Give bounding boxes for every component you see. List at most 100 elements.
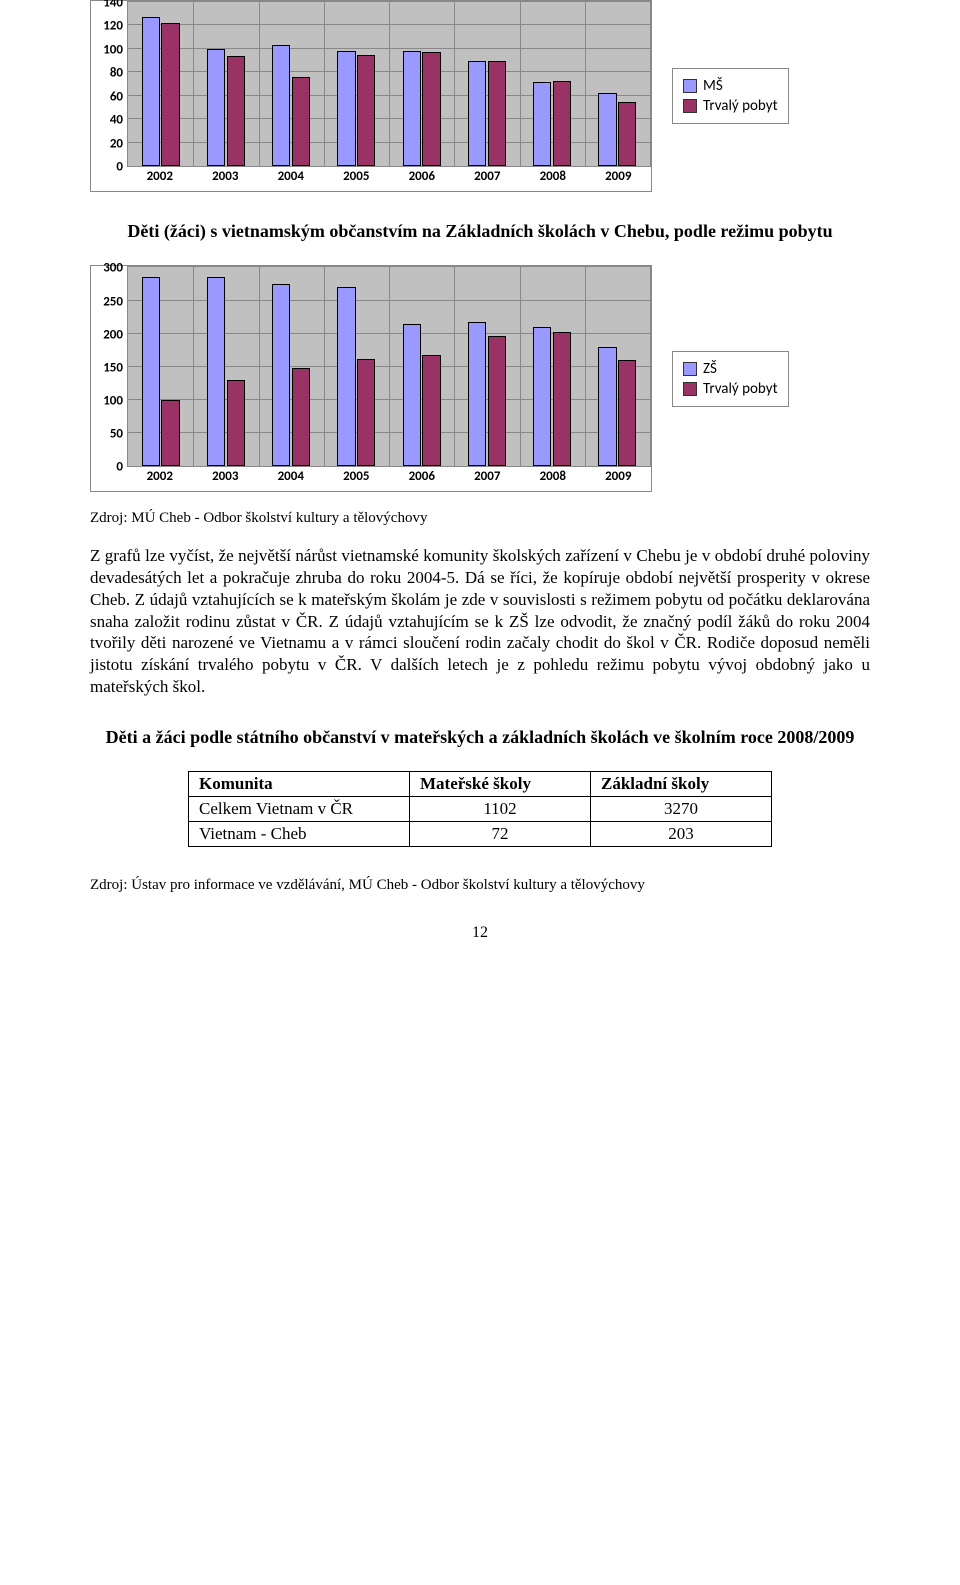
legend-entry: ZŠ [683,360,778,378]
y-tick-label: 250 [91,294,123,309]
y-tick-label: 50 [91,427,123,442]
bar [618,360,636,466]
chart-2-row: 0501001502002503002002200320042005200620… [90,265,870,492]
x-tick-label: 2003 [212,169,238,184]
legend-entry: MŠ [683,77,778,95]
bar [337,287,355,466]
legend-swatch [683,382,697,396]
table-row: Celkem Vietnam v ČR11023270 [189,797,772,822]
bar [533,327,551,466]
x-tick-label: 2002 [147,169,173,184]
bar [161,400,179,466]
y-tick-label: 200 [91,327,123,342]
chart-2: 0501001502002503002002200320042005200620… [90,265,652,492]
bar [533,82,551,166]
y-tick-label: 120 [91,19,123,34]
table-cell: Celkem Vietnam v ČR [189,797,410,822]
bar [207,49,225,166]
bar [488,61,506,166]
bar [598,93,616,166]
x-tick-label: 2004 [278,169,304,184]
y-tick-label: 100 [91,42,123,57]
bar [292,77,310,166]
bar [488,336,506,467]
bar [161,23,179,166]
citizenship-table: KomunitaMateřské školyZákladní školyCelk… [188,771,772,847]
x-tick-label: 2003 [212,469,238,484]
bar [357,55,375,166]
x-tick-label: 2009 [605,169,631,184]
legend-swatch [683,79,697,93]
bar [468,322,486,467]
bar [553,332,571,466]
bar [618,102,636,166]
y-tick-label: 60 [91,89,123,104]
x-tick-label: 2008 [540,169,566,184]
source-line-1: Zdroj: MÚ Cheb - Odbor školství kultury … [90,510,870,527]
bar [337,51,355,166]
legend-swatch [683,99,697,113]
x-tick-label: 2002 [147,469,173,484]
legend-label: MŠ [703,77,723,95]
table-header-cell: Základní školy [591,772,772,797]
bar [292,368,310,466]
table-cell: 72 [410,822,591,847]
x-tick-label: 2005 [343,169,369,184]
bar [272,284,290,466]
bar [598,347,616,466]
y-tick-label: 300 [91,261,123,276]
table-row: Vietnam - Cheb72203 [189,822,772,847]
y-tick-label: 150 [91,360,123,375]
bar [207,277,225,466]
x-tick-label: 2009 [605,469,631,484]
chart-1: 0 20 40 60 80 100 120 140 2002 2003 2004 2005 2006 20… [90,0,652,192]
bar [357,359,375,466]
table-cell: 203 [591,822,772,847]
legend-label: Trvalý pobyt [703,97,778,115]
bar [422,355,440,466]
legend-swatch [683,362,697,376]
chart-2-legend: ZŠ Trvalý pobyt [672,351,789,407]
bar [468,61,486,166]
x-tick-label: 2007 [474,469,500,484]
x-tick-label: 2004 [278,469,304,484]
chart-1-row: 0 20 40 60 80 100 120 140 2002 2003 2004 2005 2006 20… [90,0,870,192]
bar [142,277,160,466]
table-header-cell: Komunita [189,772,410,797]
table-cell: 3270 [591,797,772,822]
table-cell: Vietnam - Cheb [189,822,410,847]
bar [422,52,440,166]
table-header-row: KomunitaMateřské školyZákladní školy [189,772,772,797]
legend-label: Trvalý pobyt [703,380,778,398]
y-tick-label: 0 [91,460,123,475]
y-tick-label: 140 [91,0,123,11]
analysis-paragraph: Z grafů lze vyčíst, že největší nárůst v… [90,545,870,697]
legend-entry: Trvalý pobyt [683,380,778,398]
source-line-2: Zdroj: Ústav pro informace ve vzdělávání… [90,877,870,894]
bar [227,380,245,466]
y-tick-label: 40 [91,113,123,128]
table-cell: 1102 [410,797,591,822]
bar [403,51,421,166]
y-tick-label: 80 [91,66,123,81]
bar [227,56,245,166]
x-tick-label: 2006 [409,469,435,484]
bar [272,45,290,166]
table-header-cell: Mateřské školy [410,772,591,797]
x-tick-label: 2008 [540,469,566,484]
bar [403,324,421,467]
y-tick-label: 0 [91,160,123,175]
bar [142,17,160,166]
table-title: Děti a žáci podle státního občanství v m… [90,726,870,749]
legend-entry: Trvalý pobyt [683,97,778,115]
page-number: 12 [90,924,870,942]
x-tick-label: 2006 [409,169,435,184]
y-tick-label: 100 [91,394,123,409]
chart-2-title: Děti (žáci) s vietnamským občanstvím na … [90,220,870,243]
x-tick-label: 2007 [474,169,500,184]
y-tick-label: 20 [91,136,123,151]
chart-1-legend: MŠ Trvalý pobyt [672,68,789,124]
bar [553,81,571,167]
x-tick-label: 2005 [343,469,369,484]
legend-label: ZŠ [703,360,717,378]
